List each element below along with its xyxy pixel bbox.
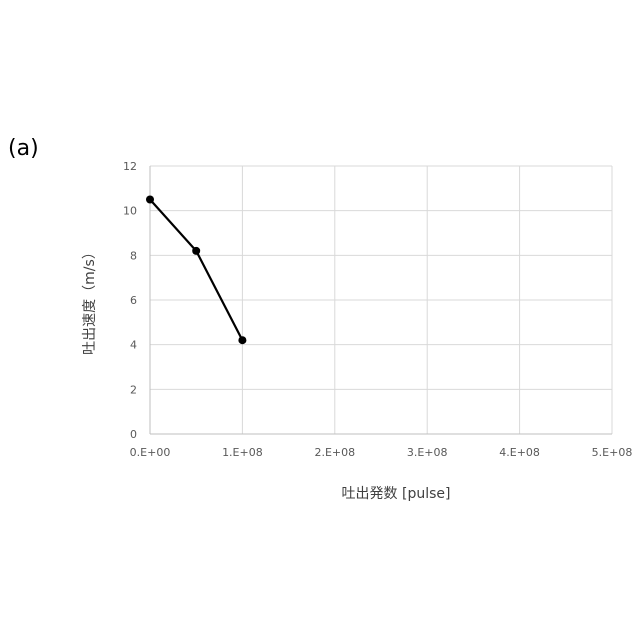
y-axis-title: 吐出速度（m/s） (82, 245, 98, 355)
grid-layer (150, 166, 612, 434)
y-tick-label: 12 (123, 160, 137, 173)
x-tick-label: 5.E+08 (592, 446, 633, 459)
x-tick-label: 1.E+08 (222, 446, 263, 459)
data-point (192, 247, 200, 255)
y-tick-label: 10 (123, 205, 137, 218)
y-tick-label: 0 (130, 428, 137, 441)
x-tick-label: 4.E+08 (499, 446, 540, 459)
labels-layer: 0 2 4 6 8 10 12 0.E+00 1.E+08 2.E+08 3.E+08 4.E+08 5… (123, 160, 632, 459)
x-tick-label: 0.E+00 (130, 446, 171, 459)
series-line (150, 200, 242, 341)
data-point (238, 336, 246, 344)
y-tick-label: 4 (130, 339, 137, 352)
y-tick-label: 8 (130, 249, 137, 262)
y-tick-label: 6 (130, 294, 137, 307)
series-layer (146, 196, 246, 345)
y-tick-label: 2 (130, 383, 137, 396)
x-tick-label: 3.E+08 (407, 446, 448, 459)
x-tick-label: 2.E+08 (314, 446, 355, 459)
x-axis-title: 吐出発数 [pulse] (342, 486, 451, 502)
data-point (146, 196, 154, 204)
